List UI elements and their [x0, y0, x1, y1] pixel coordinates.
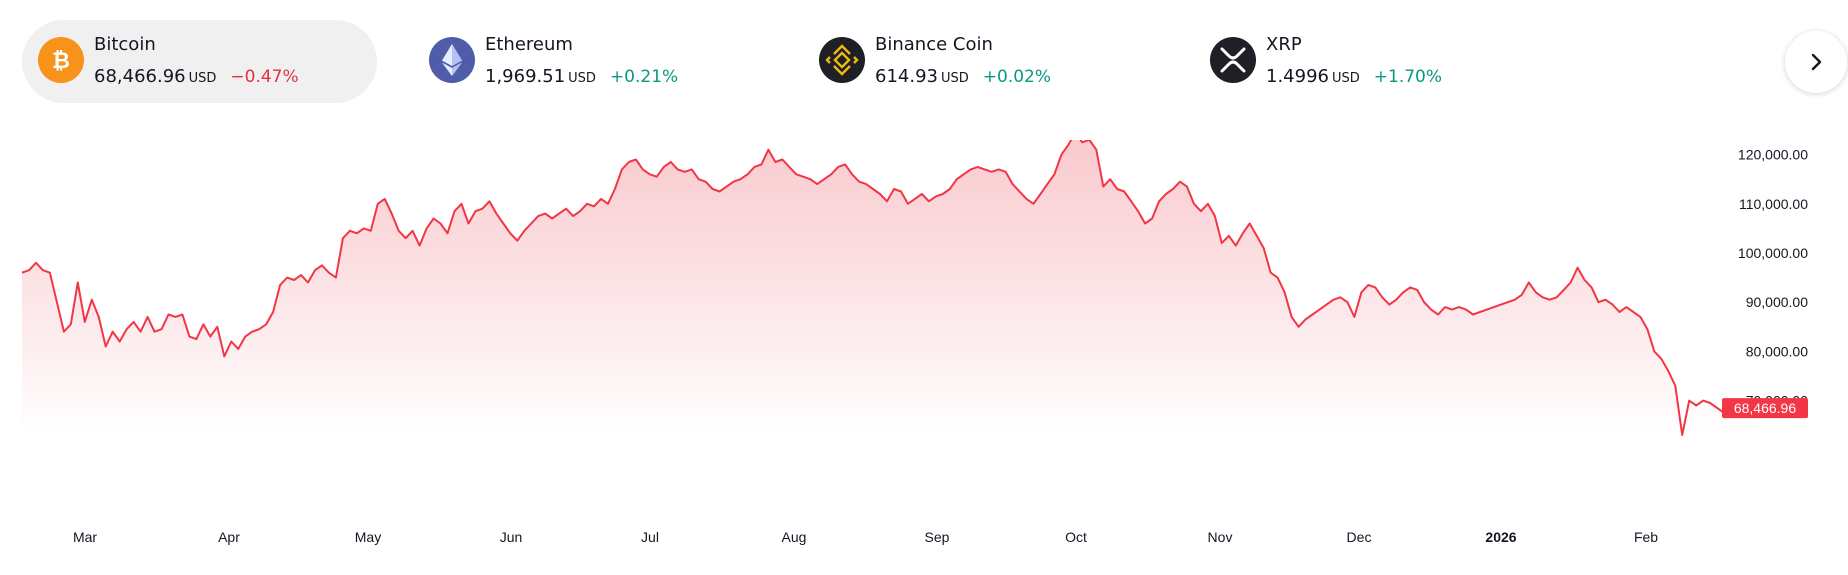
x-tick-label: Jul — [641, 529, 659, 545]
ticker-price: 1.4996 — [1266, 66, 1329, 87]
ethereum-icon — [429, 37, 475, 83]
ticker-unit: USD — [568, 71, 596, 86]
ticker-unit: USD — [188, 71, 217, 86]
ethereum-glyph — [442, 44, 462, 76]
x-tick-label: Nov — [1208, 529, 1233, 545]
bitcoin-icon: ₿ — [38, 37, 84, 83]
x-tick-label: Sep — [925, 529, 950, 545]
ticker-xrp[interactable]: XRP 1.4996 USD +1.70% — [1194, 20, 1549, 103]
ticker-change: +1.70% — [1373, 67, 1443, 87]
y-tick-label: 120,000.00 — [1738, 147, 1808, 163]
next-tickers-button[interactable] — [1785, 31, 1847, 93]
ticker-change: +0.21% — [609, 67, 679, 87]
x-tick-label: Jun — [500, 529, 523, 545]
x-tick-label: Aug — [782, 529, 807, 545]
ticker-price: 68,466.96 — [94, 66, 186, 87]
ticker-change: −0.47% — [230, 67, 299, 87]
ticker-unit: USD — [1331, 71, 1360, 86]
x-tick-label: 2026 — [1485, 529, 1516, 545]
ticker-price-row: 1,969.51 USD +0.21% — [485, 66, 678, 87]
ticker-binance-coin[interactable]: Binance Coin 614.93 USD +0.02% — [803, 20, 1158, 103]
crypto-ticker-bar: ₿ Bitcoin 68,466.96 USD −0.47% Ethereum … — [0, 0, 1848, 110]
y-axis: 70,000.0080,000.0090,000.00100,000.00110… — [1738, 147, 1808, 409]
chevron-right-icon — [1811, 53, 1822, 71]
last-price-label: 68,466.96 — [1722, 398, 1808, 419]
y-tick-label: 110,000.00 — [1739, 196, 1808, 212]
ticker-price-row: 1.4996 USD +1.70% — [1266, 66, 1442, 87]
x-tick-label: Dec — [1347, 529, 1372, 545]
x-tick-label: Oct — [1065, 529, 1087, 545]
ticker-name: Bitcoin — [94, 34, 156, 55]
x-tick-label: Apr — [218, 529, 240, 545]
y-tick-label: 80,000.00 — [1746, 343, 1808, 359]
ticker-ethereum[interactable]: Ethereum 1,969.51 USD +0.21% — [413, 20, 768, 103]
binance-icon — [819, 37, 865, 83]
ticker-name: XRP — [1266, 34, 1302, 55]
x-axis: Mar Apr May Jun Jul Aug Sep Oct Nov Dec 2026 Feb — [73, 529, 1658, 545]
x-tick-label: Mar — [73, 529, 97, 545]
x-tick-label: May — [355, 529, 381, 545]
price-area — [22, 140, 1752, 436]
last-price-text: 68,466.96 — [1734, 400, 1796, 416]
y-tick-label: 90,000.00 — [1746, 294, 1808, 310]
y-tick-label: 100,000.00 — [1738, 245, 1808, 261]
ticker-price-row: 614.93 USD +0.02% — [875, 66, 1051, 87]
svg-text:₿: ₿ — [52, 49, 70, 74]
price-chart-svg: 70,000.0080,000.0090,000.00100,000.00110… — [21, 140, 1808, 545]
price-line — [21, 140, 1753, 436]
price-chart[interactable]: 70,000.0080,000.0090,000.00100,000.00110… — [0, 140, 1848, 575]
xrp-glyph — [1220, 47, 1246, 73]
bitcoin-glyph: ₿ — [52, 49, 70, 74]
ticker-price: 614.93 — [875, 66, 938, 87]
ticker-name: Ethereum — [485, 34, 573, 55]
xrp-icon — [1210, 37, 1256, 83]
ticker-name: Binance Coin — [875, 34, 993, 55]
binance-glyph — [825, 44, 859, 76]
x-tick-label: Feb — [1634, 529, 1658, 545]
ticker-price-row: 68,466.96 USD −0.47% — [94, 66, 299, 87]
ticker-unit: USD — [940, 71, 969, 86]
ticker-change: +0.02% — [982, 67, 1052, 87]
ticker-bitcoin[interactable]: ₿ Bitcoin 68,466.96 USD −0.47% — [22, 20, 377, 103]
ticker-price: 1,969.51 — [485, 66, 566, 87]
